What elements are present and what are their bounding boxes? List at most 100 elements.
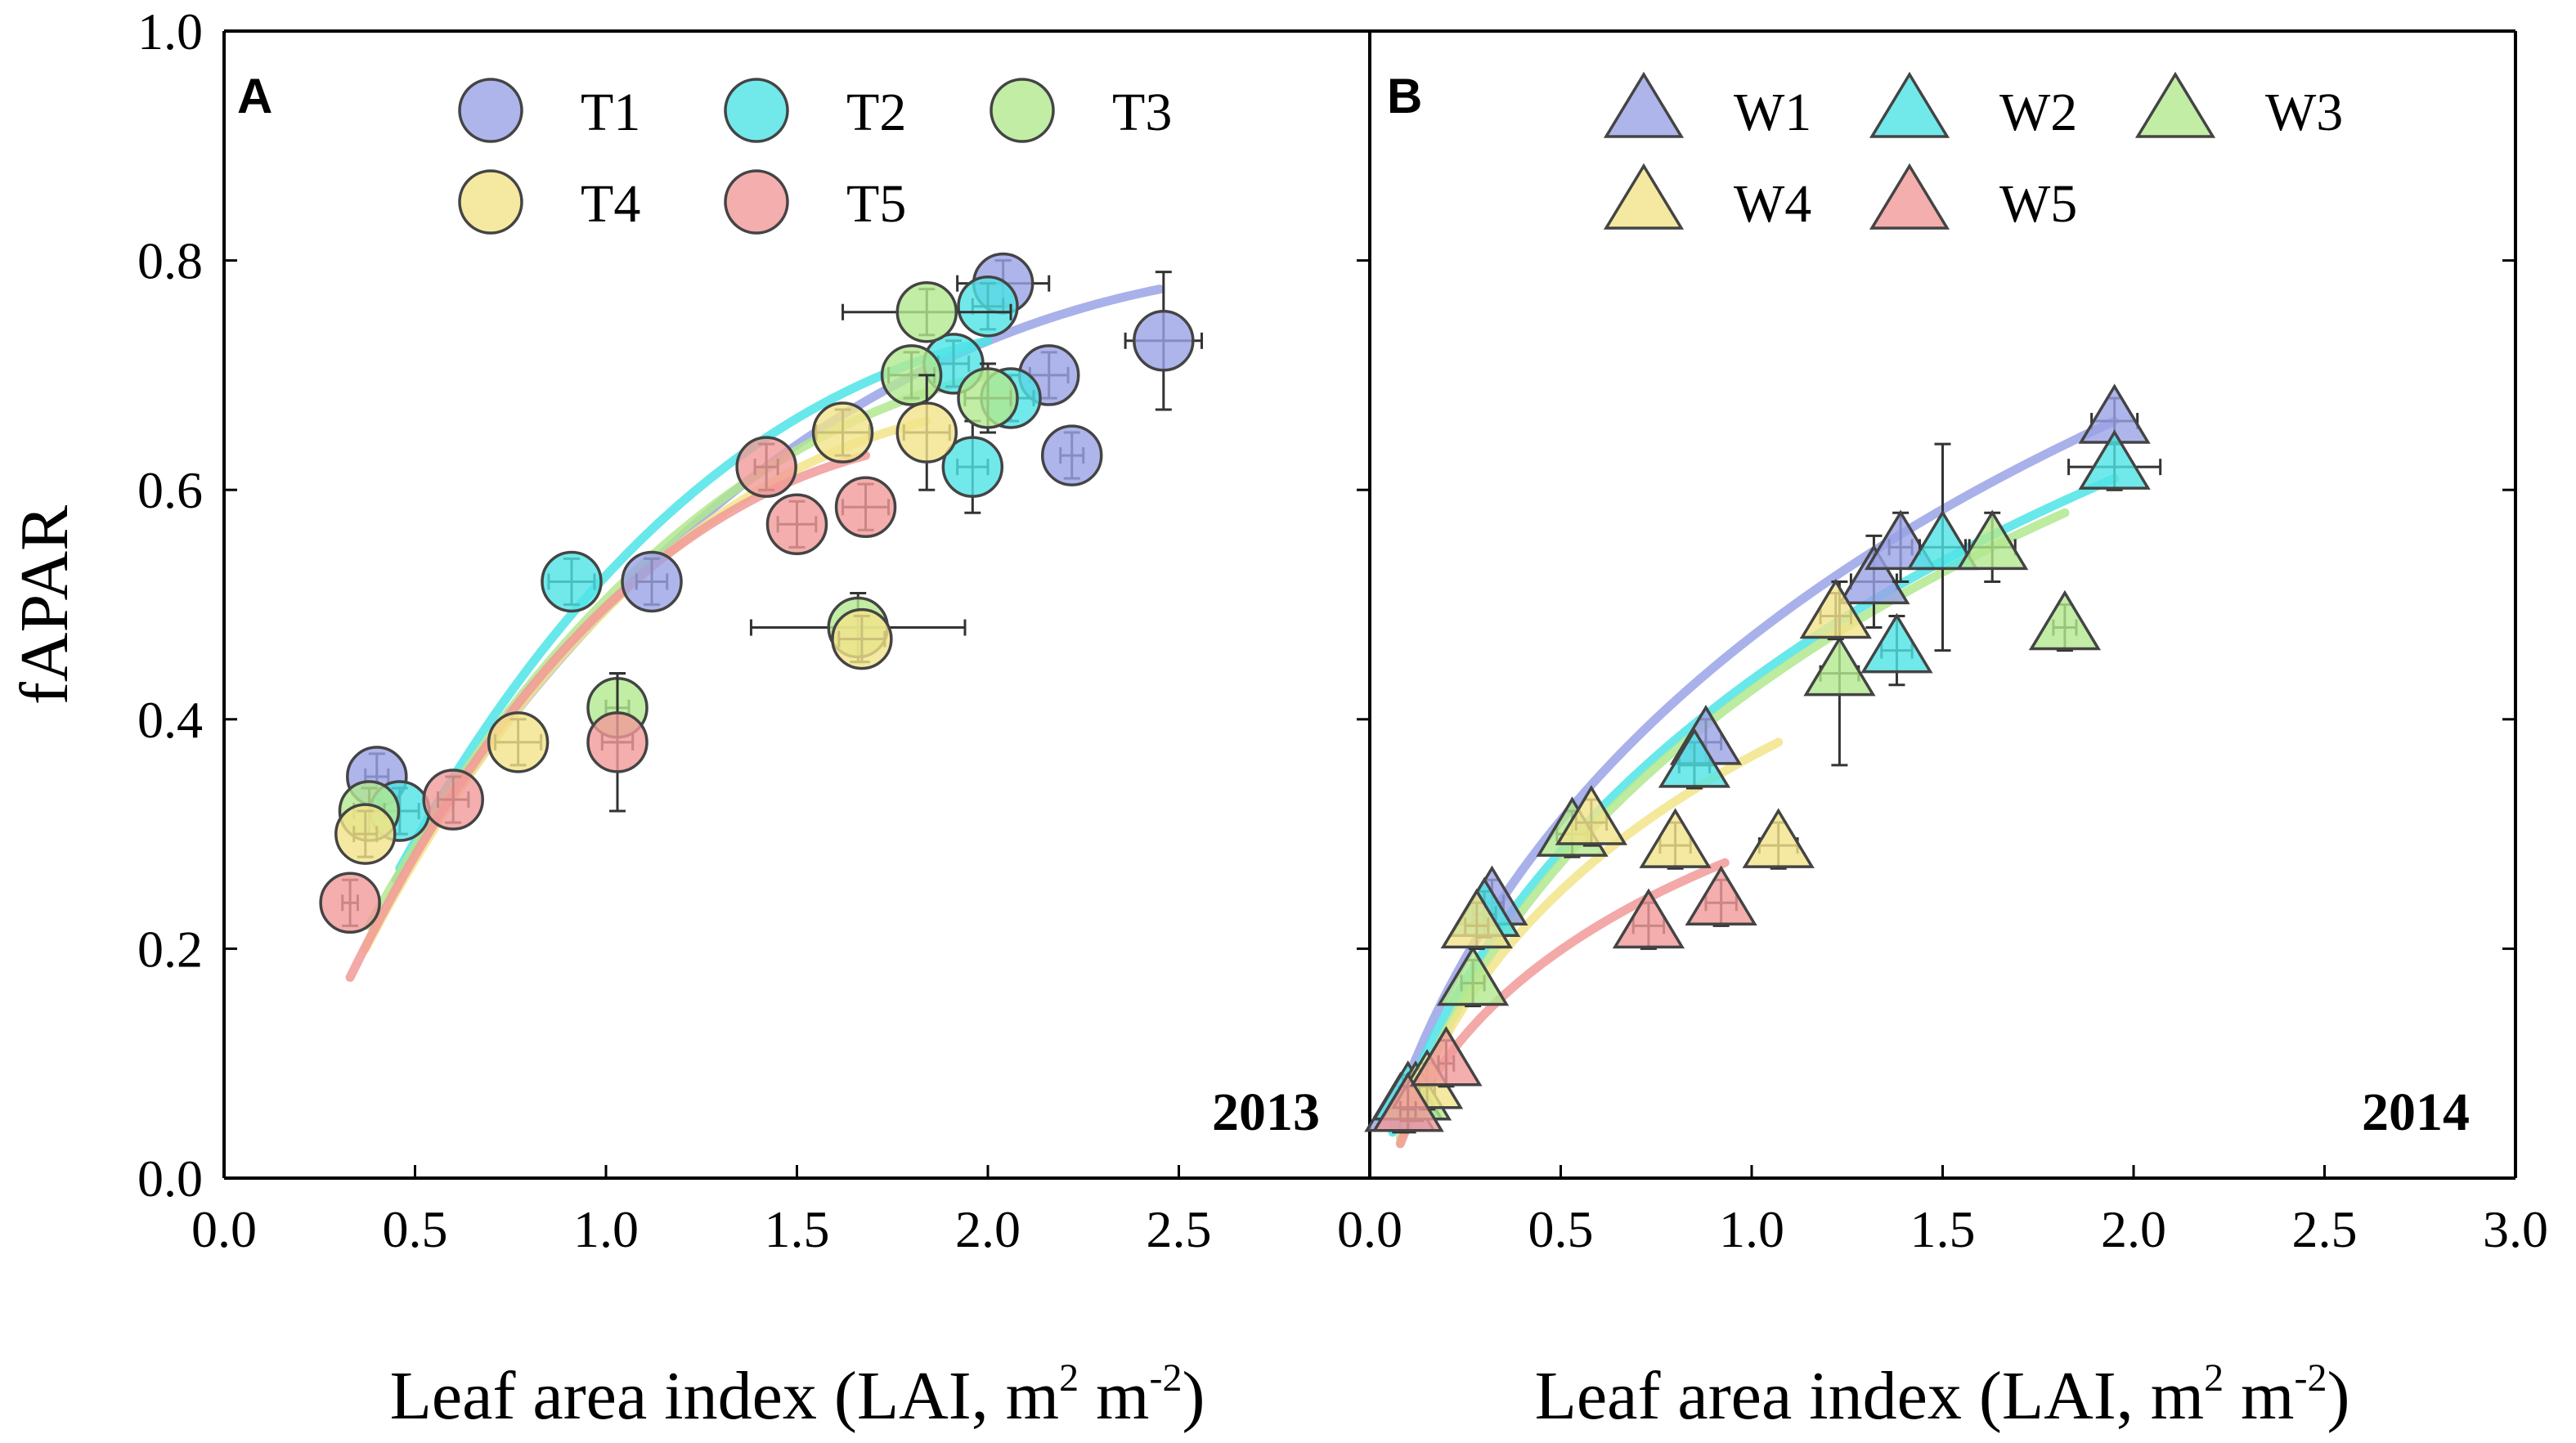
panel-b-x-sup-1: 2 xyxy=(2204,1356,2224,1400)
x-tick-label: 1.0 xyxy=(573,1200,639,1258)
panel-b-ticks: 0.0 0.5 1.0 1.5 2.0 2.5 3.0 xyxy=(1337,259,2548,1258)
panel-a-data-points xyxy=(319,252,1204,934)
panel-a-x-sup-1: 2 xyxy=(1059,1356,1079,1400)
data-point-T4 xyxy=(895,374,958,491)
legend-label: W1 xyxy=(1734,83,1811,142)
legend-item-T2: T2 xyxy=(724,78,906,143)
x-tick-label: 1.5 xyxy=(1910,1200,1976,1258)
fit-line-T3 xyxy=(364,370,993,930)
legend-item-W4: W4 xyxy=(1603,163,1811,234)
legend-item-T4: T4 xyxy=(458,169,640,235)
x-tick-label: 0.0 xyxy=(1337,1200,1402,1258)
legend-label: T1 xyxy=(581,83,640,142)
legend-label: T2 xyxy=(846,83,906,142)
legend-marker xyxy=(2134,71,2216,138)
panel-b-fit-lines xyxy=(1388,416,2120,1149)
x-tick-label: 2.5 xyxy=(1147,1200,1212,1258)
x-tick-label: 0.5 xyxy=(1528,1200,1594,1258)
data-point-W2 xyxy=(1906,442,1979,652)
legend-item-T3: T3 xyxy=(990,78,1172,143)
panel-b-data-points xyxy=(1364,383,2162,1134)
data-point-T5 xyxy=(834,476,897,538)
panel-b-x-sup-2: -2 xyxy=(2294,1356,2327,1400)
legend-item-W5: W5 xyxy=(1869,163,2077,234)
y-tick-label: 0.2 xyxy=(137,920,203,978)
legend-marker xyxy=(1869,71,1950,138)
data-point-T4 xyxy=(334,803,397,865)
fit-line-W2 xyxy=(1388,473,2120,1137)
legend-marker xyxy=(1603,163,1685,230)
panel-b-x-axis-title: Leaf area index (LAI, m2 m-2) xyxy=(1535,1356,2350,1434)
panel-b-letter: B xyxy=(1387,69,1422,123)
legend-label: T4 xyxy=(581,174,640,234)
data-point-W3 xyxy=(2028,589,2102,652)
data-point-T4 xyxy=(831,607,893,670)
data-point-W2 xyxy=(1860,612,1933,687)
panel-b-year-label: 2014 xyxy=(2362,1082,2470,1142)
x-tick-label: 1.0 xyxy=(1719,1200,1784,1258)
x-tick-label: 0.5 xyxy=(383,1200,448,1258)
legend-item-W3: W3 xyxy=(2134,71,2343,142)
x-tick-label: 3.0 xyxy=(2483,1200,2548,1258)
panel-a-year-label: 2013 xyxy=(1212,1082,1320,1142)
data-point-T5 xyxy=(319,872,381,934)
x-tick-label: 2.5 xyxy=(2292,1200,2358,1258)
data-point-W5 xyxy=(1612,888,1685,950)
legend-label: T3 xyxy=(1112,83,1172,142)
legend-item-W1: W1 xyxy=(1603,71,1811,142)
y-tick-label: 0.6 xyxy=(137,461,203,519)
data-point-W1 xyxy=(1838,534,1910,630)
panel-a-x-axis-title-main: Leaf area index (LAI, m xyxy=(390,1358,1060,1434)
legend-marker xyxy=(724,78,789,143)
data-point-T2 xyxy=(941,419,1004,514)
data-point-T5 xyxy=(586,672,648,813)
data-point-W5 xyxy=(1410,1025,1483,1088)
legend-marker xyxy=(458,169,523,235)
data-point-T5 xyxy=(422,769,484,831)
data-point-W2 xyxy=(2067,429,2162,491)
y-tick-label: 0.4 xyxy=(137,691,203,749)
data-point-T5 xyxy=(735,436,797,498)
legend-item-T5: T5 xyxy=(724,169,906,235)
panel-a-legend: T1 T2 T3 T4 T5 xyxy=(458,78,1172,235)
data-point-W4 xyxy=(1639,808,1712,870)
legend-item-T1: T1 xyxy=(458,78,640,143)
data-point-T3 xyxy=(957,362,1019,434)
panel-a-ticks: 0.0 0.5 1.0 1.5 2.0 2.5 0.0 0.2 0.4 0.6 0.8 1.0 xyxy=(137,2,1370,1258)
y-tick-label: 0.0 xyxy=(137,1149,203,1208)
data-point-T1 xyxy=(621,550,683,613)
x-tick-label: 1.5 xyxy=(765,1200,830,1258)
legend-marker xyxy=(990,78,1055,143)
y-tick-label: 0.8 xyxy=(137,232,203,290)
data-point-T1 xyxy=(1040,424,1103,486)
data-point-W5 xyxy=(1371,1072,1444,1134)
data-point-W2 xyxy=(1658,728,1731,790)
data-point-T2 xyxy=(541,550,603,613)
legend-label: T5 xyxy=(846,174,906,234)
panel-a: 0.0 0.5 1.0 1.5 2.0 2.5 0.0 0.2 0.4 0.6 0.8 1.0 A 2… xyxy=(7,2,1370,1434)
data-point-T2 xyxy=(957,275,1019,338)
panel-a-x-axis-title: Leaf area index (LAI, m2 m-2) xyxy=(390,1356,1205,1434)
legend-item-W2: W2 xyxy=(1869,71,2077,142)
data-point-W3 xyxy=(1436,945,1510,1008)
legend-label: W4 xyxy=(1734,174,1811,234)
fit-line-W3 xyxy=(1395,508,2070,1143)
panel-a-letter: A xyxy=(237,69,272,123)
panel-b-legend: W1 W2 W3 W4 W5 xyxy=(1603,71,2343,234)
data-point-W3 xyxy=(1956,509,2029,583)
data-point-W4 xyxy=(1799,578,1872,641)
legend-marker xyxy=(1869,163,1950,230)
legend-label: W3 xyxy=(2265,83,2343,142)
legend-marker xyxy=(724,169,789,235)
legend-marker xyxy=(1603,71,1685,138)
data-point-T4 xyxy=(811,401,874,464)
legend-label: W5 xyxy=(1999,174,2077,234)
x-tick-label: 2.0 xyxy=(2101,1200,2166,1258)
panel-b-x-axis-title-main: Leaf area index (LAI, m xyxy=(1535,1358,2205,1434)
y-axis-title: fAPAR xyxy=(7,505,83,705)
data-point-T3 xyxy=(841,280,1012,343)
data-point-T5 xyxy=(765,493,828,556)
data-point-W4 xyxy=(1555,785,1627,847)
